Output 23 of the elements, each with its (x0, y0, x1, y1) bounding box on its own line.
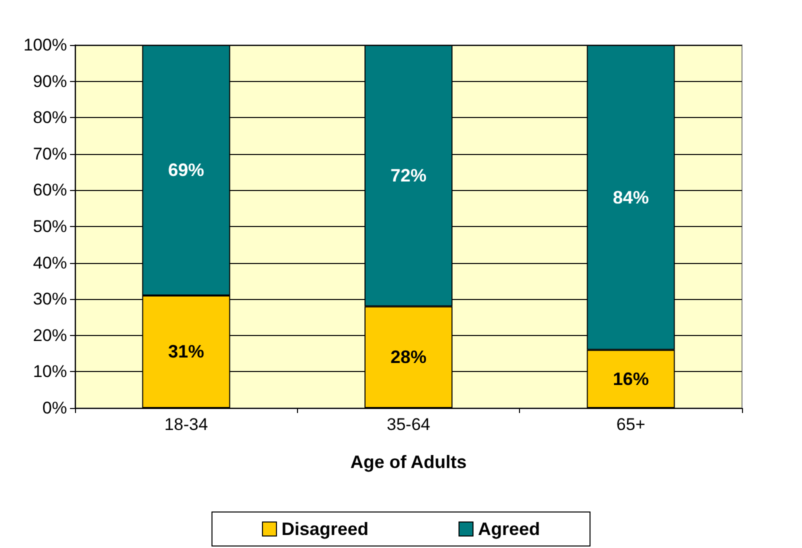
data-label: 69% (168, 160, 204, 180)
data-label: 31% (168, 342, 204, 362)
y-tick-label: 30% (32, 290, 67, 309)
y-tick-label: 40% (32, 253, 67, 272)
y-tick-label: 60% (32, 180, 67, 200)
y-tick-label: 20% (32, 326, 67, 345)
data-label: 84% (612, 187, 649, 208)
y-tick-label: 100% (24, 36, 67, 54)
y-tick-label: 80% (32, 108, 67, 128)
data-label: 72% (390, 166, 427, 186)
y-tick-label: 50% (32, 217, 67, 236)
x-tick-label: 18-34 (164, 415, 208, 434)
data-label: 16% (612, 368, 649, 389)
legend-label: Agreed (478, 519, 540, 539)
x-tick-label: 65+ (616, 415, 646, 434)
y-tick-label: 70% (32, 144, 67, 164)
y-tick-label: 10% (32, 362, 67, 382)
data-label: 28% (390, 347, 427, 368)
y-tick-label: 0% (42, 398, 67, 418)
y-tick-label: 90% (32, 72, 67, 91)
x-axis-title: Age of Adults (350, 452, 467, 472)
x-tick-label: 35-64 (386, 415, 430, 434)
legend-label: Disagreed (281, 519, 369, 539)
